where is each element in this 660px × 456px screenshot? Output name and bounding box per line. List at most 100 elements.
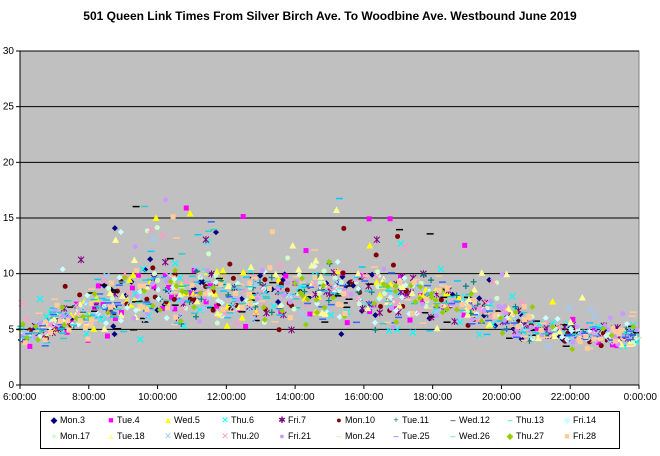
data-point bbox=[576, 336, 582, 342]
data-point bbox=[240, 214, 246, 220]
data-point bbox=[416, 307, 423, 315]
data-point bbox=[354, 270, 362, 277]
data-point bbox=[165, 288, 173, 296]
data-point bbox=[106, 289, 114, 296]
legend-marker-icon: ● bbox=[336, 415, 342, 425]
chart-plot: 0 5 10 15 20 25 30 6:00:00 8:00:00 10:00:00 12:00:… bbox=[3, 46, 658, 403]
data-point bbox=[335, 301, 341, 307]
legend-marker-icon: ‒ bbox=[336, 431, 342, 441]
data-point bbox=[293, 294, 301, 302]
data-point bbox=[151, 284, 157, 290]
data-point bbox=[420, 271, 427, 278]
data-point bbox=[84, 292, 91, 299]
data-point bbox=[307, 311, 313, 317]
legend-label: Mon.10 bbox=[345, 415, 376, 425]
data-point bbox=[492, 313, 498, 319]
data-point bbox=[380, 281, 387, 288]
data-point bbox=[630, 340, 636, 346]
data-point bbox=[559, 333, 566, 340]
legend: ◆ Mon.3 ■ Tue.4 ▲ Wed.5 ✕ Thu.6 ✱ Fri.7 ● Mon.10 + Tu… bbox=[40, 411, 620, 449]
data-point bbox=[59, 266, 66, 273]
data-point bbox=[614, 329, 620, 335]
legend-item: ◆ Mon.3 bbox=[49, 415, 85, 426]
data-point bbox=[272, 270, 280, 278]
data-point bbox=[299, 275, 306, 282]
data-point bbox=[436, 287, 442, 293]
data-point bbox=[512, 303, 519, 310]
data-point bbox=[356, 301, 362, 307]
data-point bbox=[183, 205, 189, 211]
data-point bbox=[388, 305, 394, 311]
legend-marker-icon: ‒ bbox=[450, 415, 456, 425]
x-tick-label: 18:00:00 bbox=[413, 392, 452, 403]
grid-lines bbox=[20, 50, 639, 330]
legend-marker-icon: + bbox=[393, 415, 399, 425]
data-point bbox=[210, 307, 216, 313]
data-point bbox=[199, 271, 207, 279]
data-point bbox=[399, 283, 407, 290]
data-point bbox=[135, 272, 141, 278]
legend-label: Thu.13 bbox=[516, 415, 545, 425]
data-point bbox=[399, 294, 406, 301]
data-point bbox=[455, 313, 463, 320]
data-point bbox=[556, 328, 564, 335]
data-point bbox=[394, 326, 401, 333]
data-point bbox=[130, 256, 138, 264]
data-point bbox=[279, 308, 286, 315]
data-point bbox=[312, 274, 318, 280]
legend-marker-icon: ✕ bbox=[221, 431, 229, 441]
data-point bbox=[106, 286, 112, 292]
data-points bbox=[16, 197, 642, 353]
legend-item: + Tue.11 bbox=[391, 415, 429, 425]
legend-marker-icon: ■ bbox=[564, 431, 570, 441]
data-point bbox=[521, 304, 527, 310]
data-point bbox=[286, 291, 294, 299]
data-point bbox=[355, 285, 362, 292]
legend-label: Thu.6 bbox=[231, 415, 255, 425]
data-point bbox=[467, 310, 474, 317]
data-point bbox=[252, 279, 260, 287]
legend-item: ▲ Tue.18 bbox=[106, 431, 145, 441]
data-point bbox=[275, 286, 281, 292]
data-point bbox=[177, 318, 184, 325]
data-point bbox=[555, 324, 563, 331]
data-point bbox=[238, 314, 246, 321]
data-point bbox=[213, 272, 219, 278]
data-point bbox=[124, 304, 131, 311]
legend-marker-icon: ◆ bbox=[563, 415, 571, 425]
data-point bbox=[528, 324, 534, 330]
data-point bbox=[119, 309, 125, 315]
data-point bbox=[159, 306, 165, 312]
data-point bbox=[168, 294, 174, 300]
data-point bbox=[287, 299, 293, 305]
data-point bbox=[134, 293, 140, 299]
data-point bbox=[515, 332, 521, 338]
data-point bbox=[401, 275, 408, 282]
data-point bbox=[32, 323, 39, 330]
y-tick-label: 20 bbox=[3, 157, 15, 168]
data-point bbox=[373, 278, 381, 286]
data-point bbox=[22, 340, 28, 346]
data-point bbox=[570, 316, 576, 322]
data-point bbox=[296, 283, 304, 291]
data-point bbox=[150, 265, 156, 271]
data-point bbox=[492, 322, 499, 329]
data-point bbox=[577, 339, 583, 345]
data-point bbox=[42, 319, 48, 325]
data-point bbox=[608, 332, 615, 339]
data-point bbox=[401, 243, 409, 251]
data-point bbox=[257, 272, 264, 279]
data-point bbox=[607, 315, 613, 321]
data-point bbox=[503, 325, 510, 332]
data-point bbox=[104, 333, 110, 339]
data-point bbox=[291, 306, 297, 312]
x-tick-label: 14:00:00 bbox=[276, 392, 315, 403]
legend-marker-icon: ◆ bbox=[506, 431, 514, 441]
data-point bbox=[301, 288, 308, 295]
data-point bbox=[284, 280, 290, 286]
data-point bbox=[186, 209, 194, 217]
data-point bbox=[288, 326, 295, 334]
data-point bbox=[189, 282, 195, 288]
data-point bbox=[618, 327, 624, 333]
data-point bbox=[478, 269, 486, 276]
